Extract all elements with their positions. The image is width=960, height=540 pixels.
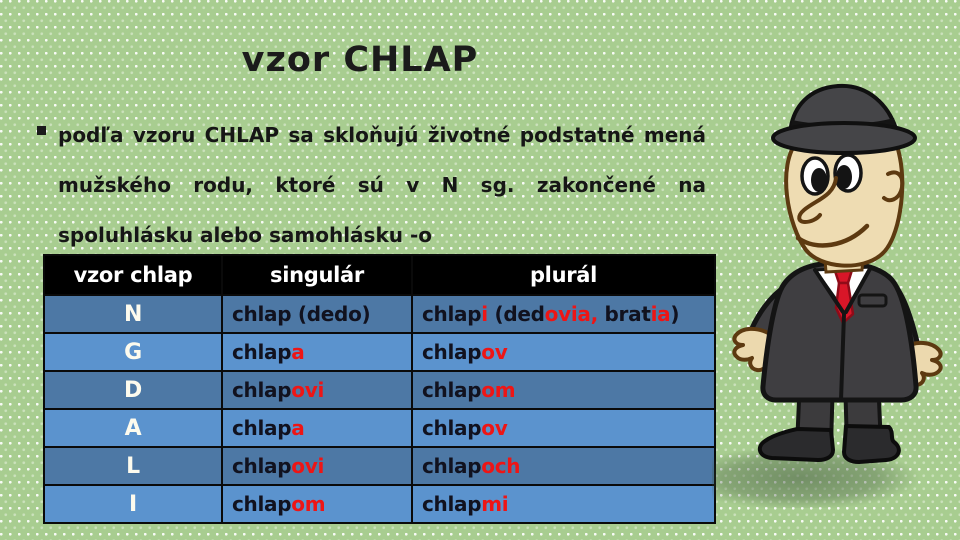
man-mouth (795, 223, 870, 248)
plural-cell: chlapom (411, 370, 716, 410)
man-hat (771, 83, 917, 155)
singular-cell: chlapovi (221, 446, 413, 486)
man-eyes (800, 153, 863, 196)
intro-paragraph: podľa vzoru CHLAP sa skloňujú životné po… (58, 110, 706, 260)
table-header-row: vzor chlap singulár plurál (43, 254, 716, 296)
table-row: I chlapom chlapmi (43, 484, 716, 524)
singular-cell: chlapa (221, 408, 413, 448)
plural-cell: chlapov (411, 332, 716, 372)
singular-cell: chlapa (221, 332, 413, 372)
table-row: N chlap (dedo) chlapi (dedovia, bratia) (43, 294, 716, 334)
man-shoes (757, 424, 901, 464)
plural-cell: chlapmi (411, 484, 716, 524)
intro-line-3: spoluhlásku alebo samohlásku -o (58, 223, 433, 247)
plural-cell: chlapov (411, 408, 716, 448)
case-cell: G (43, 332, 223, 372)
header-plural: plurál (411, 254, 716, 296)
man-lapels (813, 265, 873, 402)
header-singular: singulár (221, 254, 413, 296)
singular-cell: chlapom (221, 484, 413, 524)
case-cell: D (43, 370, 223, 410)
page-title: vzor CHLAP (241, 40, 479, 80)
case-cell: A (43, 408, 223, 448)
singular-cell: chlap (dedo) (221, 294, 413, 334)
man-pocket (857, 293, 888, 308)
cartoon-man-illustration (712, 83, 943, 508)
plural-cell: chlapi (dedovia, bratia) (411, 294, 716, 334)
table-row: G chlapa chlapov (43, 332, 716, 372)
header-vzor-chlap: vzor chlap (43, 254, 223, 296)
man-nose (797, 176, 838, 225)
table-row: D chlapovi chlapom (43, 370, 716, 410)
singular-cell: chlapovi (221, 370, 413, 410)
declension-table: vzor chlap singulár plurál N chlap (dedo… (43, 254, 716, 524)
case-cell: I (43, 484, 223, 524)
plural-cell: chlapoch (411, 446, 716, 486)
case-cell: L (43, 446, 223, 486)
intro-line-2: mužského rodu, ktoré sú v N sg. zakončen… (58, 173, 706, 197)
intro-line-1: podľa vzoru CHLAP sa skloňujú životné po… (58, 123, 706, 147)
man-tie (833, 268, 855, 325)
case-cell: N (43, 294, 223, 334)
man-ear (882, 170, 905, 203)
bullet-square-icon (37, 126, 46, 135)
table-row: A chlapa chlapov (43, 408, 716, 448)
table-row: L chlapovi chlapoch (43, 446, 716, 486)
